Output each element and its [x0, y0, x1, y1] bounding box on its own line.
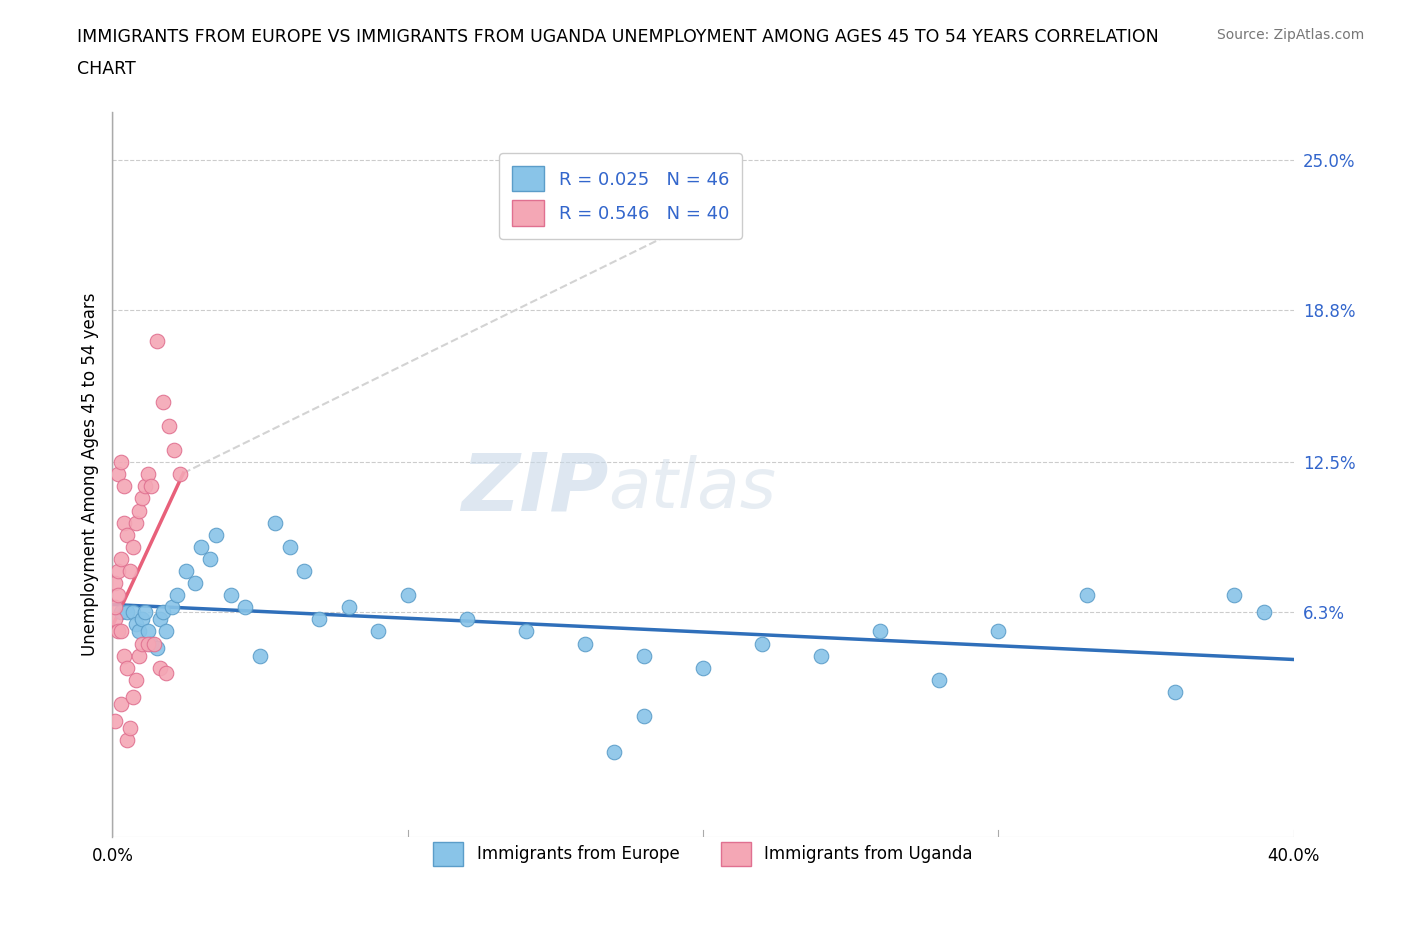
Point — [155, 624, 177, 639]
Point — [233, 600, 256, 615]
Point — [131, 636, 153, 651]
Point — [146, 641, 169, 656]
Point — [155, 665, 177, 680]
Point — [166, 588, 188, 603]
Point — [120, 721, 142, 736]
Point — [149, 612, 172, 627]
Point — [574, 636, 596, 651]
Point — [104, 576, 127, 591]
Point — [128, 503, 150, 518]
Point — [292, 564, 315, 578]
Point — [149, 660, 172, 675]
Point — [131, 491, 153, 506]
Point — [142, 636, 165, 651]
Point — [174, 564, 197, 578]
Point — [603, 745, 626, 760]
Point — [190, 539, 212, 554]
Point — [987, 624, 1010, 639]
Point — [1223, 588, 1246, 603]
Point — [249, 648, 271, 663]
Point — [139, 479, 162, 494]
Point — [633, 709, 655, 724]
Point — [157, 418, 180, 433]
Text: ZIP: ZIP — [461, 450, 609, 528]
Text: CHART: CHART — [77, 60, 136, 78]
Point — [125, 515, 148, 530]
Point — [1253, 604, 1275, 619]
Legend: Immigrants from Europe, Immigrants from Uganda: Immigrants from Europe, Immigrants from … — [426, 835, 980, 872]
Point — [112, 515, 135, 530]
Point — [169, 467, 191, 482]
Point — [131, 612, 153, 627]
Point — [456, 612, 478, 627]
Point — [1164, 684, 1187, 699]
Point — [104, 600, 127, 615]
Text: Source: ZipAtlas.com: Source: ZipAtlas.com — [1216, 28, 1364, 42]
Point — [152, 604, 174, 619]
Point — [134, 604, 156, 619]
Point — [107, 467, 129, 482]
Point — [107, 564, 129, 578]
Point — [367, 624, 389, 639]
Point — [107, 588, 129, 603]
Point — [751, 636, 773, 651]
Point — [128, 624, 150, 639]
Point — [117, 660, 138, 675]
Point — [112, 479, 135, 494]
Point — [928, 672, 950, 687]
Point — [104, 612, 127, 627]
Point — [184, 576, 207, 591]
Point — [110, 624, 132, 639]
Point — [125, 617, 148, 631]
Point — [136, 624, 159, 639]
Point — [139, 636, 162, 651]
Text: atlas: atlas — [609, 456, 776, 523]
Point — [136, 467, 159, 482]
Point — [104, 713, 127, 728]
Point — [110, 604, 132, 619]
Point — [112, 648, 135, 663]
Point — [110, 697, 132, 711]
Point — [128, 648, 150, 663]
Point — [117, 604, 138, 619]
Point — [396, 588, 419, 603]
Point — [264, 515, 287, 530]
Point — [810, 648, 832, 663]
Point — [692, 660, 714, 675]
Point — [198, 551, 221, 566]
Point — [136, 636, 159, 651]
Point — [110, 551, 132, 566]
Point — [633, 648, 655, 663]
Point — [146, 334, 169, 349]
Point — [869, 624, 891, 639]
Y-axis label: Unemployment Among Ages 45 to 54 years: Unemployment Among Ages 45 to 54 years — [80, 293, 98, 656]
Point — [125, 672, 148, 687]
Point — [205, 527, 228, 542]
Point — [163, 443, 186, 458]
Text: IMMIGRANTS FROM EUROPE VS IMMIGRANTS FROM UGANDA UNEMPLOYMENT AMONG AGES 45 TO 5: IMMIGRANTS FROM EUROPE VS IMMIGRANTS FRO… — [77, 28, 1159, 46]
Point — [219, 588, 242, 603]
Point — [278, 539, 301, 554]
Point — [120, 564, 142, 578]
Point — [1076, 588, 1098, 603]
Point — [337, 600, 360, 615]
Point — [122, 604, 145, 619]
Point — [107, 624, 129, 639]
Point — [160, 600, 183, 615]
Point — [117, 733, 138, 748]
Point — [122, 539, 145, 554]
Point — [152, 394, 174, 409]
Point — [308, 612, 330, 627]
Point — [110, 455, 132, 470]
Point — [134, 479, 156, 494]
Point — [117, 527, 138, 542]
Point — [515, 624, 537, 639]
Point — [122, 689, 145, 704]
